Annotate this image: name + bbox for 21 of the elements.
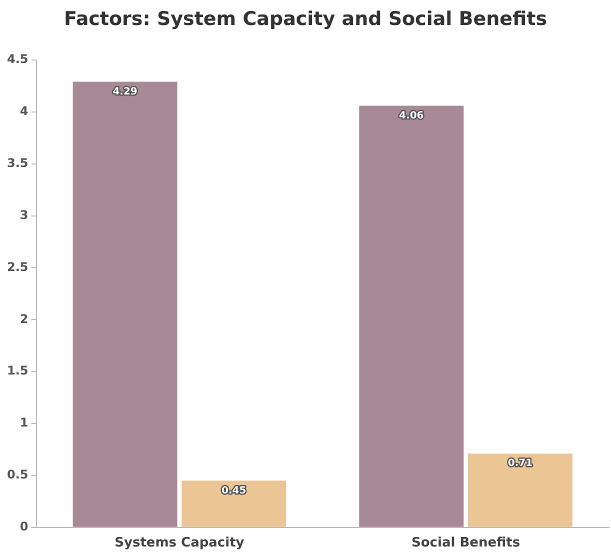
data-label: 0.45: [222, 485, 246, 496]
y-tick-label: 4.5: [6, 52, 28, 66]
y-tick-label: 3.5: [6, 156, 28, 170]
y-tick-label: 2: [20, 312, 28, 326]
x-tick-label: Systems Capacity: [114, 536, 245, 551]
data-label: 4.29: [112, 86, 138, 98]
y-tick-label: 3: [20, 208, 28, 222]
data-label: 0.71: [508, 458, 533, 470]
chart-title: Factors: System Capacity and Social Benefits: [62, 8, 548, 32]
bar: [468, 454, 572, 527]
bar: [182, 480, 286, 527]
y-tick-label: 0: [20, 520, 28, 534]
bar: [72, 82, 178, 527]
bar: [359, 106, 464, 527]
y-tick-label: 2.5: [6, 260, 28, 274]
y-tick-label: 1.5: [6, 364, 28, 378]
x-tick-label: Social Benefits: [412, 536, 520, 551]
y-tick-label: 1: [20, 416, 28, 430]
y-tick-label: 4: [20, 104, 28, 118]
y-tick-label: 0.5: [6, 468, 28, 482]
data-label: 4.06: [399, 110, 424, 122]
